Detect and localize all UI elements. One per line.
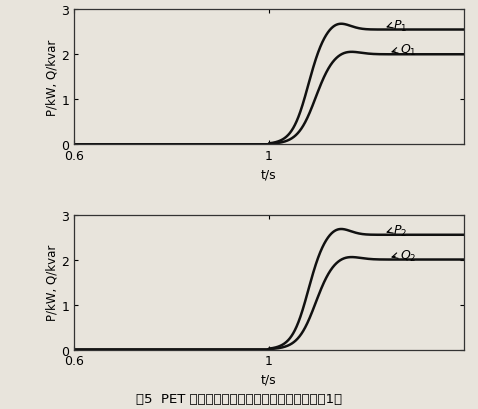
Text: $P_1$: $P_1$ (393, 18, 407, 34)
Text: $Q_2$: $Q_2$ (401, 248, 417, 263)
Text: $P_2$: $P_2$ (393, 223, 407, 238)
X-axis label: t/s: t/s (261, 373, 277, 386)
Y-axis label: P/kW, Q/kvar: P/kW, Q/kvar (45, 244, 58, 320)
Text: 图5  PET 低压侧三相有功功率和无功功率（情况1）: 图5 PET 低压侧三相有功功率和无功功率（情况1） (136, 392, 342, 405)
Y-axis label: P/kW, Q/kvar: P/kW, Q/kvar (45, 40, 58, 116)
Text: $Q_1$: $Q_1$ (401, 43, 417, 58)
X-axis label: t/s: t/s (261, 168, 277, 181)
